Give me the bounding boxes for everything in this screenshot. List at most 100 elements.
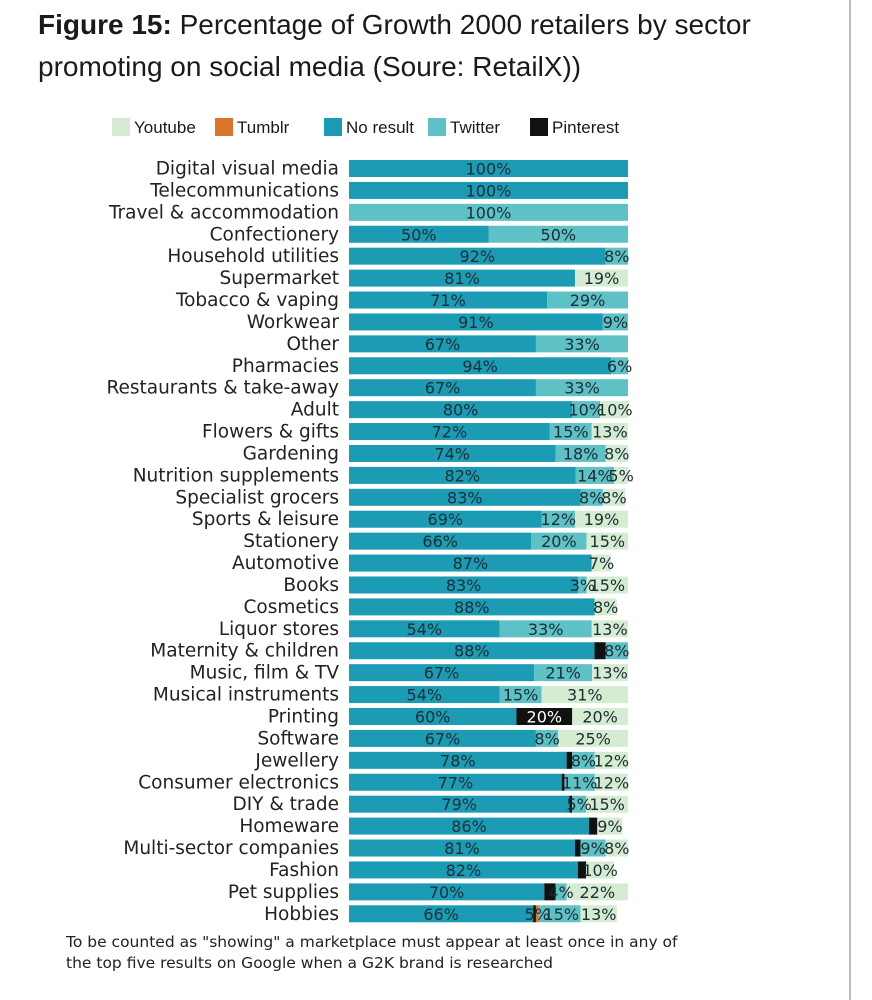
data-label-sports-leisure-no-result: 69% — [428, 510, 464, 529]
bar-segment-hobbies-twitter — [538, 905, 581, 923]
bar-segment-telecommunications-no-result — [349, 181, 628, 199]
category-label-gardening: Gardening — [243, 443, 339, 464]
bar-segment-flowers-gifts-twitter — [549, 423, 592, 441]
bar-segment-diy-trade-youtube — [586, 795, 628, 813]
bar-segment-diy-trade-no-result — [349, 795, 570, 813]
bar-segment-maternity-children-pinterest — [594, 642, 606, 660]
data-label-liquor-stores-twitter: 33% — [528, 620, 564, 639]
legend-label-tumblr: Tumblr — [237, 118, 290, 137]
bar-segment-restaurants-take-away-no-result — [349, 379, 536, 397]
data-label-gardening-youtube: 8% — [604, 444, 629, 463]
data-label-software-youtube: 25% — [575, 729, 611, 748]
bar-segment-multi-sector-companies-pinterest — [574, 839, 581, 857]
data-label-flowers-gifts-twitter: 15% — [553, 423, 589, 442]
data-label-stationery-youtube: 15% — [590, 532, 626, 551]
bar-segment-adult-twitter — [572, 401, 601, 419]
data-label-hobbies-no-result: 66% — [423, 905, 459, 924]
category-label-multi-sector-companies: Multi-sector companies — [123, 838, 339, 859]
data-label-multi-sector-companies-no-result: 81% — [444, 839, 480, 858]
data-label-adult-twitter: 10% — [568, 401, 604, 420]
bar-segment-pharmacies-twitter — [611, 357, 628, 375]
category-label-sports-leisure: Sports & leisure — [192, 509, 339, 530]
bar-segment-software-no-result — [349, 729, 536, 747]
data-label-music-film-tv-youtube: 13% — [592, 664, 628, 683]
category-label-pet-supplies: Pet supplies — [228, 882, 339, 903]
data-label-nutrition-supplements-twitter: 14% — [577, 466, 613, 485]
data-label-hobbies-tumblr: 5% — [525, 905, 550, 924]
bar-segment-nutrition-supplements-twitter — [575, 466, 615, 484]
data-label-books-no-result: 83% — [446, 576, 482, 595]
bar-segment-tobacco-vaping-no-result — [349, 291, 548, 309]
bar-segment-automotive-no-result — [349, 554, 592, 572]
legend-label-pinterest: Pinterest — [552, 118, 620, 137]
data-label-printing-pinterest: 20% — [527, 708, 563, 727]
legend-swatch-tumblr — [215, 118, 233, 136]
data-label-restaurants-take-away-no-result: 67% — [425, 379, 461, 398]
data-label-workwear-no-result: 91% — [458, 313, 494, 332]
data-label-homeware-youtube: 9% — [597, 817, 622, 836]
bar-segment-consumer-electronics-pinterest — [561, 773, 565, 791]
category-label-specialist-grocers: Specialist grocers — [175, 487, 339, 508]
data-label-software-no-result: 67% — [425, 729, 461, 748]
bar-segment-hobbies-youtube — [580, 905, 617, 923]
data-label-sports-leisure-youtube: 19% — [584, 510, 620, 529]
bar-segment-cosmetics-youtube — [594, 598, 617, 616]
bar-segment-flowers-gifts-youtube — [591, 423, 628, 441]
legend-swatch-youtube — [112, 118, 130, 136]
category-label-jewellery: Jewellery — [254, 750, 339, 771]
data-label-music-film-tv-no-result: 67% — [424, 664, 460, 683]
bar-segment-adult-youtube — [600, 401, 628, 419]
data-label-liquor-stores-youtube: 13% — [592, 620, 628, 639]
bar-segment-fashion-no-result — [349, 861, 578, 879]
bar-segment-pet-supplies-no-result — [349, 883, 545, 901]
legend-item-no-result: No result — [324, 118, 414, 138]
data-label-musical-instruments-no-result: 54% — [407, 686, 443, 705]
bar-segment-pharmacies-no-result — [349, 357, 612, 375]
bar-segment-homeware-youtube — [597, 817, 623, 835]
figure-title-text: Percentage of Growth 2000 retailers by s… — [38, 9, 751, 82]
bar-segment-gardening-youtube — [605, 444, 628, 462]
bar-segment-supermarket-youtube — [574, 269, 628, 287]
category-label-hobbies: Hobbies — [264, 904, 339, 925]
data-label-fashion-youtube: 10% — [582, 861, 618, 880]
data-label-maternity-children-twitter: 8% — [604, 642, 629, 661]
category-label-liquor-stores: Liquor stores — [219, 619, 339, 640]
category-label-nutrition-supplements: Nutrition supplements — [133, 465, 339, 486]
data-label-stationery-no-result: 66% — [422, 532, 458, 551]
bar-segment-restaurants-take-away-twitter — [535, 379, 628, 397]
data-label-diy-trade-no-result: 79% — [441, 795, 477, 814]
bar-segment-consumer-electronics-youtube — [594, 773, 628, 791]
category-label-cosmetics: Cosmetics — [244, 597, 339, 618]
bar-segment-specialist-grocers-youtube — [602, 488, 626, 506]
data-label-digital-visual-media-no-result: 100% — [466, 160, 512, 179]
bar-segment-printing-youtube — [572, 708, 628, 725]
data-label-other-no-result: 67% — [425, 335, 461, 354]
bar-segment-other-no-result — [349, 335, 536, 353]
bar-segment-workwear-no-result — [349, 313, 603, 331]
category-label-pharmacies: Pharmacies — [232, 356, 339, 377]
category-label-household-utilities: Household utilities — [167, 246, 339, 267]
bar-segment-specialist-grocers-twitter — [580, 488, 603, 506]
data-label-other-twitter: 33% — [564, 335, 600, 354]
data-label-tobacco-vaping-no-result: 71% — [430, 291, 466, 310]
bar-segment-stationery-twitter — [531, 532, 587, 550]
data-label-specialist-grocers-no-result: 83% — [447, 488, 483, 507]
data-label-diy-trade-twitter: 5% — [567, 795, 592, 814]
bar-segment-printing-pinterest — [516, 708, 573, 725]
data-label-cosmetics-no-result: 88% — [454, 598, 490, 617]
category-label-printing: Printing — [268, 707, 339, 728]
data-label-hobbies-twitter: 15% — [544, 905, 580, 924]
bar-segment-consumer-electronics-no-result — [349, 773, 562, 791]
category-label-software: Software — [257, 728, 339, 749]
data-label-confectionery-no-result: 50% — [401, 225, 437, 244]
data-label-pet-supplies-youtube: 22% — [580, 883, 616, 902]
bar-segment-liquor-stores-no-result — [349, 620, 500, 638]
data-label-multi-sector-companies-twitter: 9% — [580, 839, 605, 858]
figure-title: Figure 15: Percentage of Growth 2000 ret… — [38, 4, 838, 88]
bar-segment-maternity-children-twitter — [605, 642, 628, 660]
bar-segment-automotive-youtube — [591, 554, 612, 572]
category-label-restaurants-take-away: Restaurants & take-away — [106, 378, 339, 399]
data-label-cosmetics-youtube: 8% — [593, 598, 618, 617]
bar-segment-musical-instruments-youtube — [541, 686, 628, 704]
